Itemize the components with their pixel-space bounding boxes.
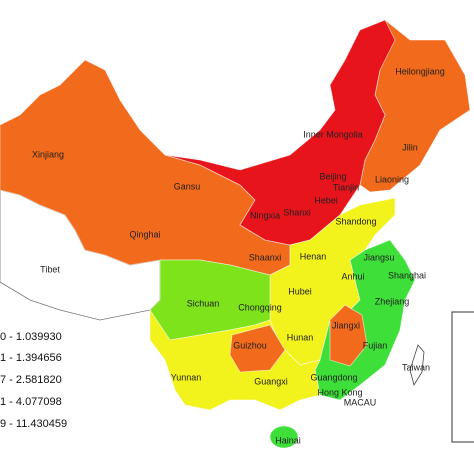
- region-label: Tianjin: [333, 182, 359, 192]
- map-shapes: [0, 19, 471, 449]
- region-label: Henan: [300, 251, 327, 261]
- region-label: Chongqing: [238, 302, 282, 312]
- region-label: MACAU: [344, 397, 377, 407]
- legend-label: 9 - 11.430459: [0, 418, 67, 430]
- legend: 0 - 1.039930 1 - 1.394656 7 - 2.581820 1…: [0, 331, 67, 430]
- region-label: Liaoning: [375, 174, 409, 184]
- region-taiwan: [409, 344, 425, 387]
- legend-label: 1 - 1.394656: [0, 352, 62, 364]
- region-label: Shaanxi: [249, 252, 282, 262]
- region-label: Heilongjiang: [395, 66, 445, 76]
- region-hainan: [269, 425, 299, 449]
- region-label: Anhui: [341, 271, 364, 281]
- region-label: Hainai: [275, 435, 301, 445]
- region-label: Guangdong: [310, 372, 357, 382]
- region-label: Jiangxi: [332, 320, 360, 330]
- region-label: Shanxi: [283, 207, 311, 217]
- region-label: Fujian: [363, 340, 388, 350]
- region-label: Hong Kong: [317, 387, 362, 397]
- region-label: Zhejiang: [375, 296, 410, 306]
- inset-frame: [451, 311, 474, 443]
- region-label: Hubei: [288, 286, 312, 296]
- region-label: Gansu: [174, 181, 201, 191]
- region-label: Guizhou: [233, 340, 267, 350]
- region-label: Taiwan: [402, 362, 430, 372]
- region-label: Xinjiang: [32, 149, 64, 159]
- legend-label: 0 - 1.039930: [0, 331, 62, 343]
- legend-label: 7 - 2.581820: [0, 374, 62, 386]
- region-label: Yunnan: [171, 372, 202, 382]
- region-label: Jiangsu: [363, 252, 394, 262]
- region-label: Hebei: [314, 195, 338, 205]
- region-label: Jilin: [402, 142, 418, 152]
- region-label: Tibet: [40, 264, 60, 274]
- region-labels: Heilongjiang Jilin Liaoning Inner Mongol…: [32, 66, 445, 445]
- region-north: [164, 19, 396, 246]
- region-guizhou: [229, 324, 286, 373]
- region-label: Shanghai: [388, 270, 426, 280]
- region-label: Guangxi: [254, 376, 288, 386]
- region-label: Hunan: [287, 332, 314, 342]
- region-label: Shandong: [335, 216, 376, 226]
- region-label: Inner Mongolia: [303, 129, 363, 139]
- region-label: Sichuan: [187, 298, 220, 308]
- region-label: Qinghai: [129, 229, 160, 239]
- region-label: Beijing: [319, 171, 346, 181]
- region-label: Ningxia: [250, 210, 280, 220]
- region-jiangxi: [329, 304, 368, 367]
- legend-label: 1 - 4.077098: [0, 396, 62, 408]
